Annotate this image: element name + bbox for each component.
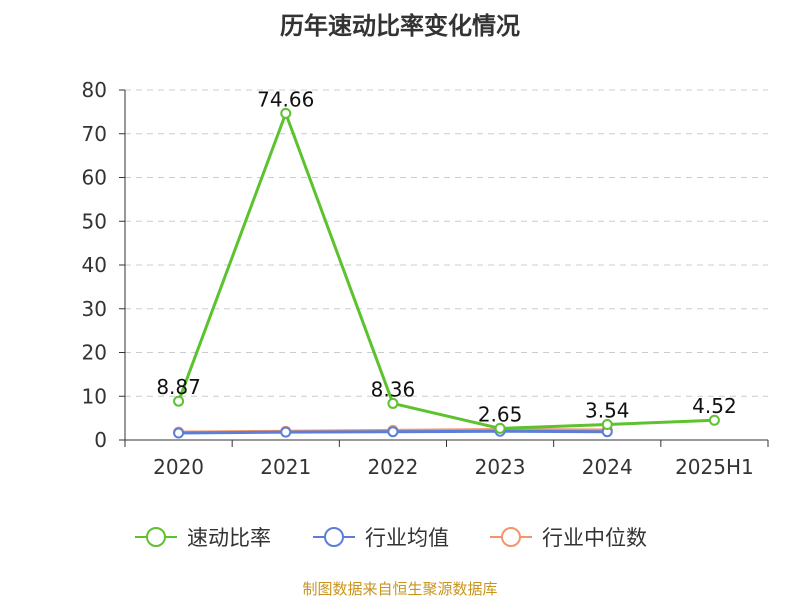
- data-point: [173, 427, 185, 439]
- data-labels: 8.87 74.66 8.36 2.65 3.54 4.52: [156, 87, 736, 426]
- x-tick-label: 2023: [475, 455, 526, 479]
- x-tick-label: 2022: [367, 455, 418, 479]
- y-tick-label: 20: [82, 341, 107, 365]
- y-tick-label: 70: [82, 122, 107, 146]
- legend-label: 速动比率: [187, 526, 271, 550]
- data-point: [173, 395, 185, 407]
- y-tick-label: 50: [82, 209, 107, 233]
- data-label: 2.65: [478, 402, 523, 426]
- legend-label: 行业均值: [365, 526, 449, 550]
- data-point: [280, 426, 292, 438]
- legend-marker: [146, 527, 166, 547]
- y-tick-label: 0: [94, 428, 107, 452]
- series-line: [177, 111, 715, 430]
- y-tick-label: 80: [82, 78, 107, 102]
- data-label: 74.66: [257, 87, 314, 111]
- y-tick-label: 30: [82, 297, 107, 321]
- chart-title: 历年速动比率变化情况: [280, 12, 520, 40]
- series-lines: [173, 107, 720, 439]
- x-tick-label: 2024: [582, 455, 633, 479]
- legend-label: 行业中位数: [542, 526, 647, 550]
- y-tick-label: 40: [82, 253, 107, 277]
- data-point: [387, 426, 399, 438]
- legend-marker: [501, 527, 521, 547]
- y-tick-label: 10: [82, 384, 107, 408]
- legend-marker: [324, 527, 344, 547]
- x-tick-label: 2021: [260, 455, 311, 479]
- source-note: 制图数据来自恒生聚源数据库: [302, 580, 498, 598]
- y-tick-label: 60: [82, 166, 107, 190]
- data-point: [280, 107, 292, 119]
- data-point: [601, 419, 613, 431]
- data-point: [387, 397, 399, 409]
- data-label: 3.54: [585, 399, 630, 423]
- data-label: 8.36: [371, 377, 416, 401]
- grid-lines: [125, 89, 768, 397]
- legend: 速动比率 行业均值 行业中位数: [135, 526, 647, 550]
- data-label: 8.87: [156, 375, 201, 399]
- data-label: 4.52: [692, 394, 737, 418]
- x-tick-label: 2025H1: [675, 455, 754, 479]
- data-point: [494, 422, 506, 434]
- data-point: [708, 414, 720, 426]
- axes: 0 10 20 30 40 50 60 70 80 2020 2021 2022 2023 2024 202…: [82, 78, 769, 479]
- x-tick-label: 2020: [153, 455, 204, 479]
